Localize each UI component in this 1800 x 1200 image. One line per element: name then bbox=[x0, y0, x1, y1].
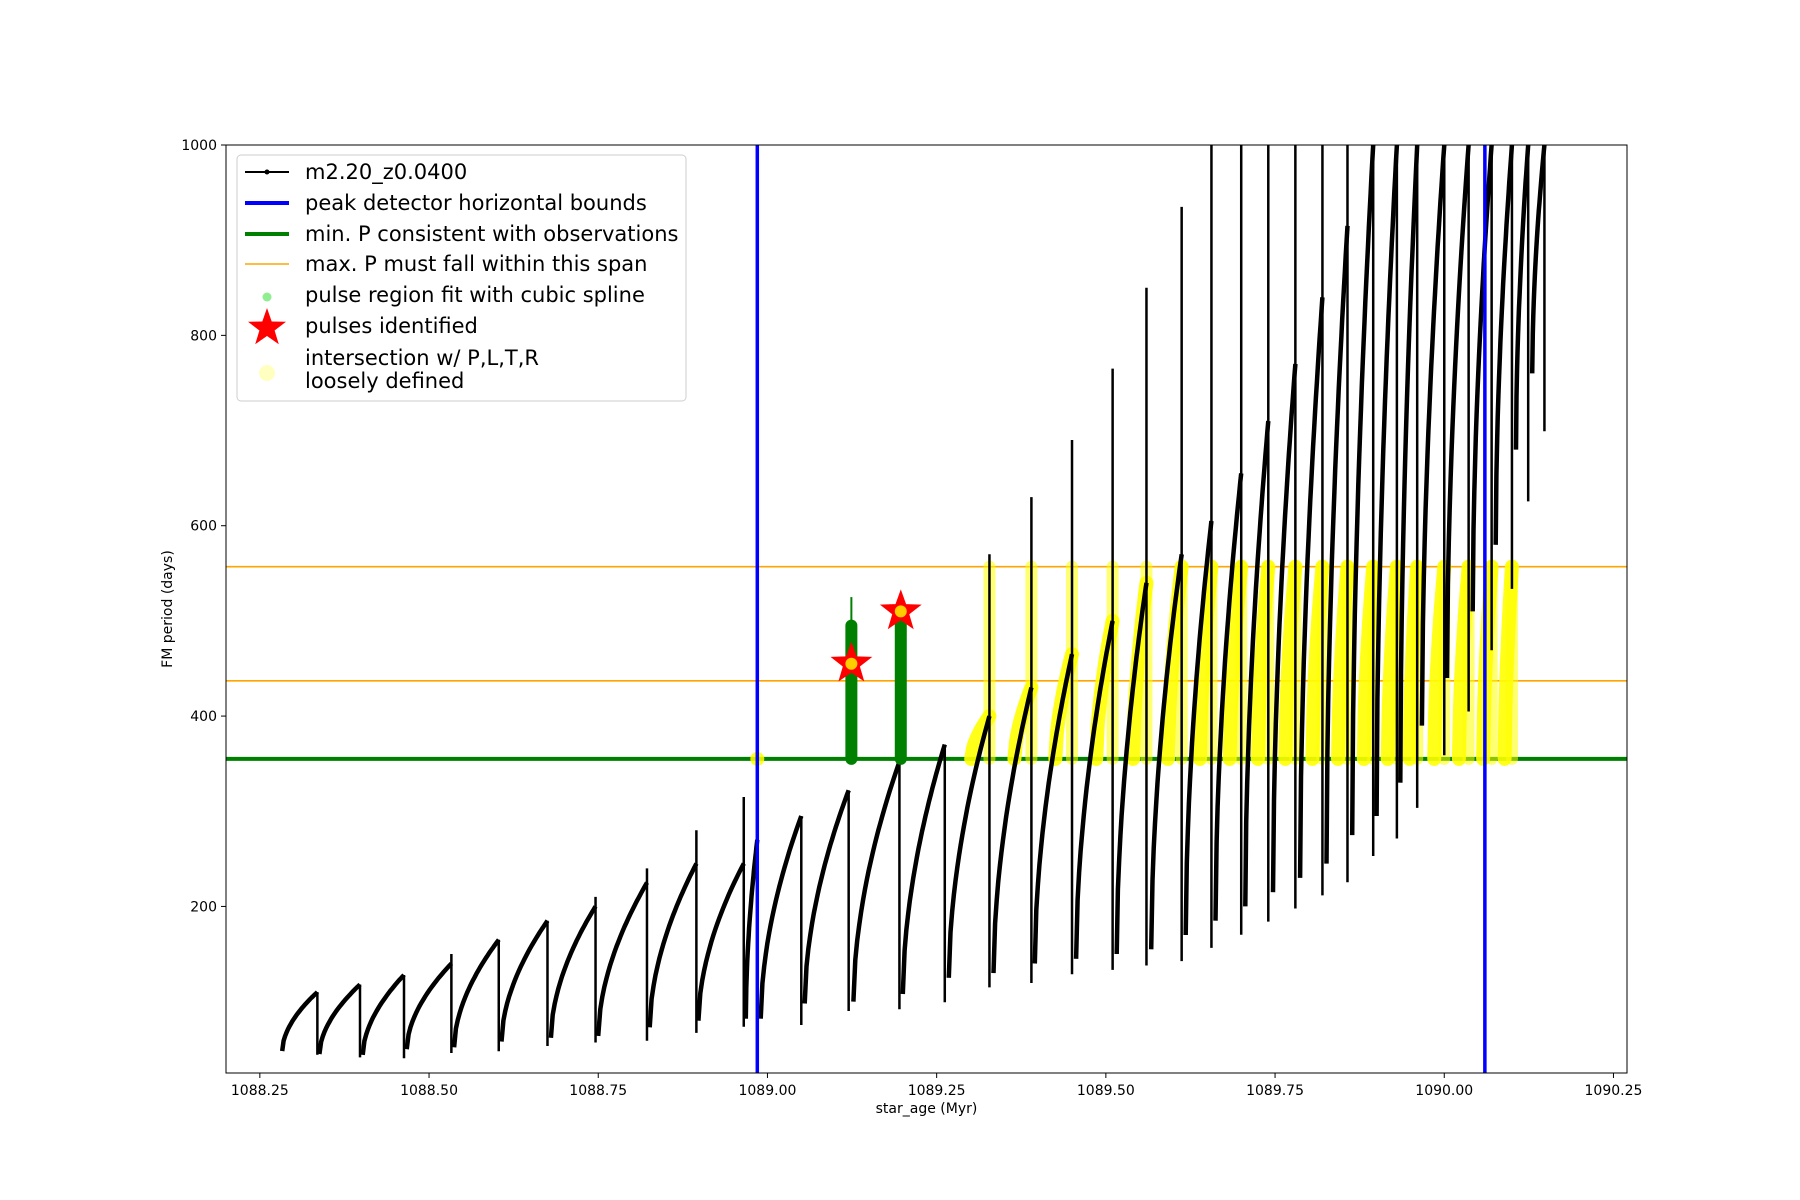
y-axis-label: FM period (days) bbox=[160, 550, 176, 668]
model-curve-segment bbox=[946, 715, 992, 978]
legend-handle-intersect bbox=[259, 365, 275, 381]
model-curve-segment bbox=[758, 815, 804, 1019]
model-curve-segment bbox=[1324, 225, 1350, 864]
model-curve-segment bbox=[851, 761, 902, 1002]
model-curve-segment bbox=[802, 789, 851, 1004]
model-curve-segment bbox=[900, 743, 947, 995]
model-curve-segment bbox=[1114, 582, 1149, 955]
y-tick-label: 200 bbox=[190, 899, 217, 915]
pulse-star-intersection bbox=[845, 657, 858, 670]
model-curve-segment bbox=[696, 862, 746, 1021]
y-tick-label: 600 bbox=[190, 519, 217, 535]
legend-label: max. P must fall within this span bbox=[305, 252, 647, 276]
x-tick-label: 1089.75 bbox=[1246, 1083, 1304, 1099]
model-curve-segment bbox=[1349, 145, 1376, 836]
model-curve-segment bbox=[451, 938, 501, 1048]
model-curve-segment bbox=[1529, 145, 1547, 374]
model-curve-segment bbox=[1183, 520, 1214, 936]
model-curve-segment bbox=[404, 961, 454, 1050]
legend-label: m2.20_z0.0400 bbox=[305, 160, 467, 185]
model-curve-segment bbox=[1213, 473, 1244, 921]
model-curve-segment bbox=[647, 862, 699, 1028]
model-curve-segment bbox=[1470, 145, 1494, 612]
model-curve-segment bbox=[1148, 553, 1184, 950]
model-curve-segment bbox=[360, 973, 406, 1056]
model-curve-segment bbox=[991, 686, 1034, 974]
x-tick-label: 1089.25 bbox=[908, 1083, 966, 1099]
model-curve-segment bbox=[1073, 620, 1115, 959]
model-curve-segment bbox=[1374, 145, 1400, 817]
model-curve-segment bbox=[1513, 145, 1531, 450]
plot-area bbox=[226, 145, 1627, 1073]
plot-frame bbox=[225, 144, 1628, 1074]
model-curve-segment bbox=[548, 905, 598, 1038]
model-curve-segment bbox=[1444, 145, 1471, 679]
x-tick-label: 1088.50 bbox=[400, 1083, 458, 1099]
x-tick-label: 1088.25 bbox=[231, 1083, 289, 1099]
legend-label: pulse region fit with cubic spline bbox=[305, 283, 645, 307]
y-axis: 200 400 600 800 1000 bbox=[181, 138, 226, 915]
legend-label: pulses identified bbox=[305, 314, 478, 338]
model-curve-segment bbox=[595, 881, 649, 1037]
y-tick-label: 400 bbox=[190, 709, 217, 725]
model-curve-segment bbox=[1270, 363, 1298, 893]
x-tick-label: 1088.75 bbox=[569, 1083, 627, 1099]
pulse-star-intersection bbox=[894, 605, 907, 618]
x-axis: 1088.25 1088.50 1088.75 1089.00 1089.25 1089.… bbox=[231, 1073, 1643, 1099]
y-tick-label: 1000 bbox=[181, 138, 217, 154]
model-curve-segment bbox=[279, 990, 319, 1052]
legend-label: min. P consistent with observations bbox=[305, 222, 678, 246]
legend-handle-spline bbox=[262, 292, 272, 302]
legend-label: intersection w/ P,L,T,R bbox=[305, 346, 539, 370]
y-tick-label: 800 bbox=[190, 328, 217, 344]
model-curve-segment bbox=[317, 982, 362, 1055]
model-curve-segment bbox=[499, 919, 550, 1042]
model-curve-segment bbox=[1419, 145, 1447, 726]
x-axis-label: star_age (Myr) bbox=[876, 1101, 978, 1117]
legend-box bbox=[236, 154, 687, 402]
model-curve-segment bbox=[1032, 653, 1075, 964]
x-tick-label: 1090.00 bbox=[1415, 1083, 1473, 1099]
model-curve-segment bbox=[1493, 145, 1515, 545]
model-curve-segment bbox=[1398, 145, 1420, 783]
model-curve-segment bbox=[743, 839, 760, 1019]
model-curve-segment bbox=[1243, 420, 1271, 907]
legend-handle-pulses bbox=[248, 308, 286, 345]
legend-handle-model-marker bbox=[264, 169, 270, 175]
x-tick-label: 1090.25 bbox=[1585, 1083, 1643, 1099]
x-tick-label: 1089.50 bbox=[1077, 1083, 1135, 1099]
legend-label: loosely defined bbox=[305, 369, 464, 393]
model-curve-segment bbox=[1297, 297, 1325, 878]
x-tick-label: 1089.00 bbox=[738, 1083, 796, 1099]
legend-label: peak detector horizontal bounds bbox=[305, 191, 647, 215]
